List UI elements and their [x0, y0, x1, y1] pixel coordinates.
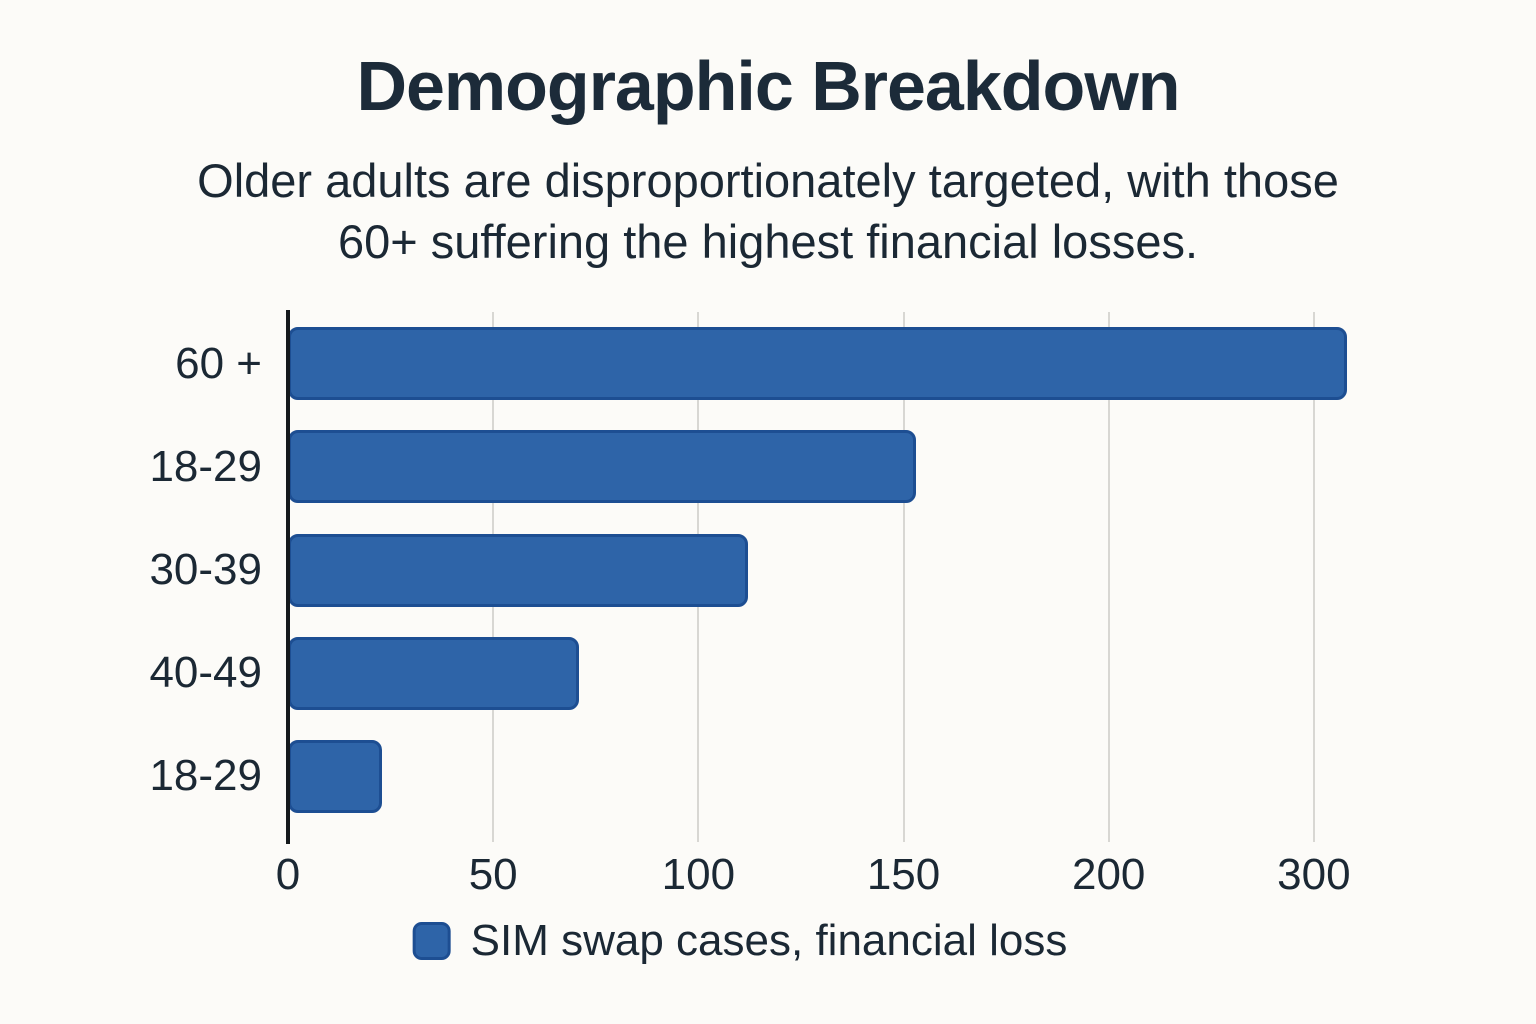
- category-label: 18-29: [149, 441, 262, 491]
- y-axis-line: [286, 310, 290, 844]
- gridline: [1107, 312, 1110, 842]
- category-label: 60 +: [175, 338, 262, 388]
- chart-subtitle-line-2: 60+ suffering the highest financial loss…: [337, 215, 1199, 268]
- category-label: 30-39: [149, 545, 262, 594]
- gridline: [902, 312, 905, 842]
- x-tick-label: 0: [275, 850, 301, 899]
- x-tick-label: 150: [866, 850, 941, 899]
- legend-swatch: [412, 922, 451, 960]
- chart-subtitle: Older adults are disproportionately targ…: [0, 150, 1536, 272]
- legend: SIM swap cases, financial loss: [412, 916, 1068, 966]
- category-label: 18-29: [149, 751, 262, 801]
- legend-label: SIM swap cases, financial loss: [470, 916, 1068, 965]
- bar-18-29: [288, 739, 383, 813]
- category-label: 40-49: [149, 648, 262, 698]
- chart-subtitle-line-1: Older adults are disproportionately targ…: [197, 154, 1339, 207]
- bar-60: [288, 327, 1347, 401]
- gridline: [1312, 312, 1315, 842]
- bar-30-39: [288, 533, 748, 607]
- bar-40-49: [288, 636, 580, 710]
- x-tick-label: 100: [661, 850, 736, 899]
- bar-chart-plot: 0 50 100 150 200 300 60 + 18-29 30-39 40-49 18-29: [149, 310, 1437, 899]
- x-tick-label: 200: [1071, 850, 1146, 899]
- chart-title: Demographic Breakdown: [356, 47, 1180, 125]
- x-tick-label: 300: [1277, 850, 1351, 899]
- x-tick-label: 50: [468, 850, 518, 899]
- bar-18-29: [288, 430, 916, 504]
